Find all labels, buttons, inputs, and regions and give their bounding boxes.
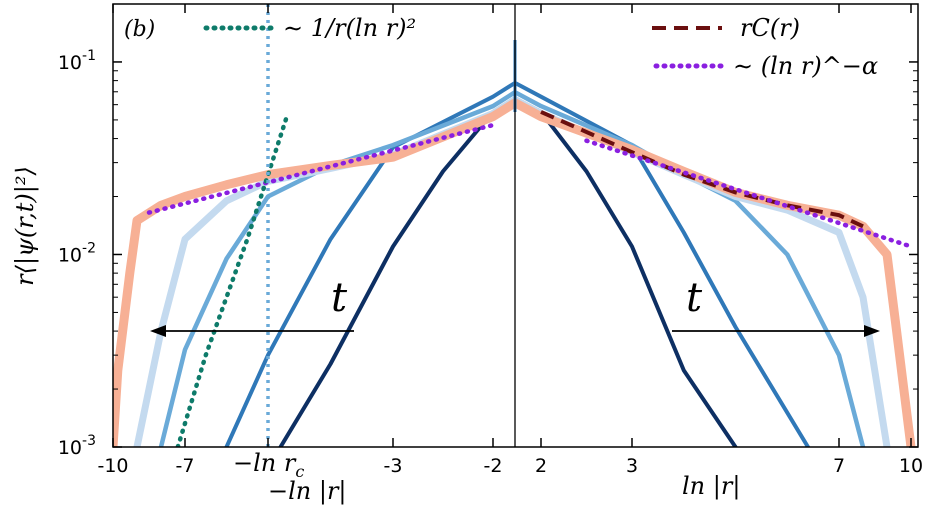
legend-fit-left-label: ∼ 1/r(ln r)²: [283, 14, 416, 42]
time-arrow-left: [150, 325, 354, 337]
right-x-tick-label-1: 3: [626, 455, 638, 477]
left-x-tick-label-3: -3: [384, 455, 403, 477]
series-5-line: [113, 98, 916, 447]
y-tick-label-2: 10-3: [58, 433, 96, 459]
left-x-tick-label-1: -7: [176, 455, 195, 477]
left-x-tick-label-4: -2: [484, 455, 503, 477]
y-axis-label: r⟨|ψ(r,t)|²⟩: [11, 166, 40, 286]
y-tick-label-1: 10-2: [58, 240, 96, 266]
fit-logpower-right: [584, 138, 914, 249]
fit-inverse-log-sq: [175, 114, 290, 447]
legend-right: rC(r) ∼ (ln r)^−α: [652, 14, 878, 80]
right-x-tick-label-2: 7: [833, 455, 845, 477]
arrow-label-right: t: [686, 275, 703, 321]
legend-logpower-label: ∼ (ln r)^−α: [733, 52, 878, 80]
left-x-tick-label-0: -10: [97, 455, 128, 477]
y-tick-label-0: 10-1: [58, 48, 96, 74]
fit-rc-line: [540, 110, 864, 229]
x-axis-label-right: ln |r|: [682, 472, 740, 501]
series-1-line: [278, 96, 738, 447]
fit-logpower-left: [146, 122, 496, 215]
legend-rc-label: rC(r): [740, 14, 800, 42]
arrow-label-left: t: [331, 275, 348, 321]
panel-label: (b): [124, 17, 155, 42]
right-x-tick-label-0: 2: [535, 455, 547, 477]
time-arrow-right: [672, 325, 880, 337]
x-axis-label-left: −ln |r|: [268, 477, 347, 506]
legend-fit-left: ∼ 1/r(ln r)²: [203, 14, 416, 42]
right-x-tick-label-3: 10: [899, 455, 923, 477]
rc-marker-label: −ln rc: [233, 449, 304, 481]
